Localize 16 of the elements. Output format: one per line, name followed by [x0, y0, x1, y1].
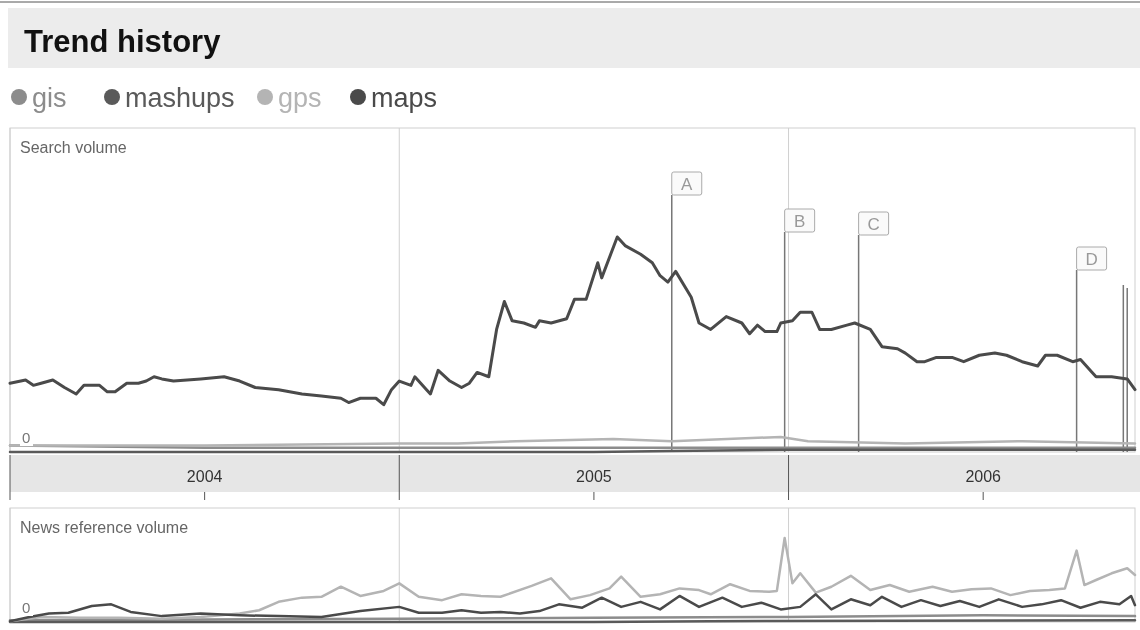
annotation: 0 [22, 429, 31, 446]
y-axis-title: News reference volume [20, 519, 189, 536]
ref-line-label: B [793, 212, 806, 231]
chart-title: Trend history [24, 24, 222, 59]
legend-label: mashups [125, 83, 235, 113]
x-tick-label: 2006 [965, 468, 1002, 485]
ref-line-label: C [867, 215, 880, 234]
legend-label: gps [278, 83, 322, 113]
x-tick-label: 2004 [186, 468, 223, 485]
legend-label: gis [32, 83, 67, 113]
ref-line-label: A [681, 175, 694, 194]
legend-label: maps [371, 83, 438, 113]
ref-line-label: D [1085, 250, 1098, 269]
x-tick-label: 2005 [576, 468, 612, 485]
annotation: 0 [22, 599, 31, 616]
y-axis-title: Search volume [20, 139, 127, 156]
